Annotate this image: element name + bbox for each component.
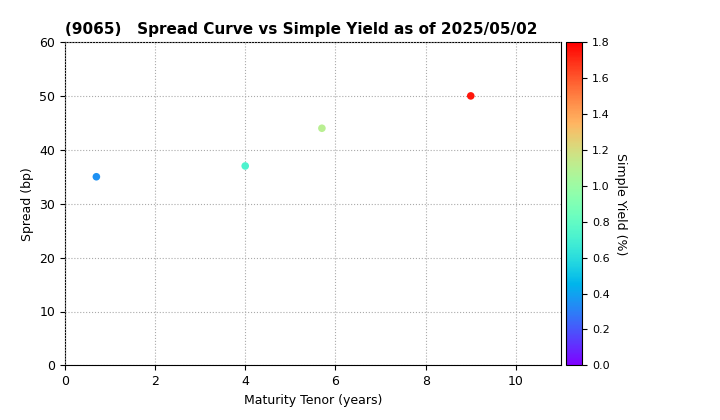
Point — [91, 173, 102, 180]
Y-axis label: Spread (bp): Spread (bp) — [21, 167, 34, 241]
Point — [240, 163, 251, 169]
Point — [465, 92, 477, 99]
X-axis label: Maturity Tenor (years): Maturity Tenor (years) — [243, 394, 382, 407]
Point — [316, 125, 328, 131]
Y-axis label: Simple Yield (%): Simple Yield (%) — [613, 152, 626, 255]
Text: (9065)   Spread Curve vs Simple Yield as of 2025/05/02: (9065) Spread Curve vs Simple Yield as o… — [65, 22, 537, 37]
